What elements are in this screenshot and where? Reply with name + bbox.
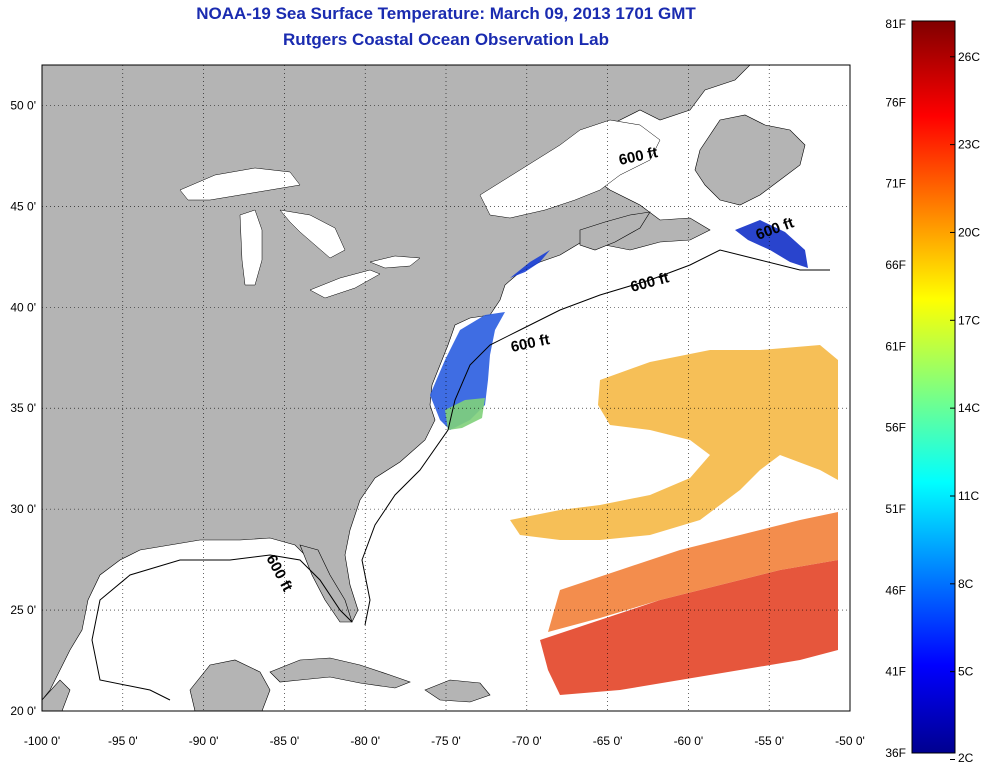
lon-axis: -100 0' -95 0' -90 0' -85 0' -80 0' -75 0' -70… xyxy=(24,734,865,748)
lon-tick-label: -100 0' xyxy=(24,734,60,748)
colorbar-f-label: 51F xyxy=(885,502,906,516)
colorbar-f-label: 41F xyxy=(885,665,906,679)
colorbar-c-label: 23C xyxy=(958,138,980,152)
lon-tick-label: -65 0' xyxy=(593,734,623,748)
colorbar-f-label: 46F xyxy=(885,583,906,597)
great-lake-erie xyxy=(309,269,381,299)
map-frame xyxy=(41,64,851,712)
lon-tick-label: -55 0' xyxy=(754,734,784,748)
lon-tick-label: -85 0' xyxy=(270,734,300,748)
land-cuba xyxy=(269,657,411,689)
lon-tick-label: -80 0' xyxy=(350,734,380,748)
lat-tick-label: 30 0' xyxy=(10,502,36,516)
great-lake-ontario xyxy=(369,255,421,269)
lat-tick-label: 20 0' xyxy=(10,704,36,718)
colorbar-f-label: 61F xyxy=(885,339,906,353)
colorbar-f-label: 36F xyxy=(885,746,906,760)
sst-gulf-of-maine xyxy=(510,250,550,278)
sst-orange-band xyxy=(548,512,838,632)
gulf-st-lawrence xyxy=(479,119,661,219)
lon-tick-label: -50 0' xyxy=(835,734,865,748)
land-mexico xyxy=(42,679,71,711)
colorbar-c-label: 26C xyxy=(958,50,980,64)
colorbar-c-label: 5C xyxy=(958,665,974,679)
lon-tick-label: -90 0' xyxy=(189,734,219,748)
lon-tick-label: -60 0' xyxy=(674,734,704,748)
land-newfoundland xyxy=(694,114,806,206)
colorbar-f-label: 81F xyxy=(885,17,906,31)
isobath-600ft xyxy=(91,249,830,701)
lat-tick-label: 35 0' xyxy=(10,401,36,415)
land-hispaniola xyxy=(424,679,491,703)
sst-swaths xyxy=(430,220,838,695)
lon-tick-label: -95 0' xyxy=(108,734,138,748)
colorbar-c-label: 11C xyxy=(958,489,979,503)
colorbar-c-label: 2C xyxy=(958,751,974,765)
great-lake-huron xyxy=(279,209,346,259)
colorbar-f-label: 56F xyxy=(885,421,906,435)
great-lake-michigan xyxy=(239,209,263,286)
lat-tick-label: 50 0' xyxy=(10,98,36,112)
colorbar-c-label: 20C xyxy=(958,225,980,239)
colorbar-celsius-labels: 26C 23C 20C 17C 14C 11C 8C 5C 2C xyxy=(950,50,980,765)
sst-warm-red xyxy=(540,560,838,695)
great-lake-superior xyxy=(179,167,301,201)
colorbar-f-label: 71F xyxy=(885,177,906,191)
sst-newfoundland xyxy=(735,220,808,268)
colorbar xyxy=(911,20,956,754)
lat-tick-label: 45 0' xyxy=(10,199,36,213)
land-nova-scotia xyxy=(579,211,651,251)
map-title: NOAA-19 Sea Surface Temperature: March 0… xyxy=(196,4,696,23)
lat-tick-label: 25 0' xyxy=(10,603,36,617)
colorbar-c-label: 8C xyxy=(958,577,974,591)
sst-cape-hatteras xyxy=(445,398,485,430)
colorbar-c-label: 14C xyxy=(958,401,980,415)
land-yucatan xyxy=(189,659,271,711)
colorbar-f-label: 76F xyxy=(885,95,906,109)
lat-tick-label: 40 0' xyxy=(10,300,36,314)
colorbar-fahrenheit-labels: 81F 76F 71F 66F 61F 56F 51F 46F 41F 36F xyxy=(885,17,906,760)
lon-tick-label: -75 0' xyxy=(431,734,461,748)
lon-tick-label: -70 0' xyxy=(512,734,542,748)
colorbar-c-label: 17C xyxy=(958,313,980,327)
map-subtitle: Rutgers Coastal Ocean Observation Lab xyxy=(283,30,609,49)
sst-eddy-orange xyxy=(510,345,838,540)
lat-axis: 20 0' 25 0' 30 0' 35 0' 40 0' 45 0' 50 0' xyxy=(10,98,36,718)
colorbar-f-label: 66F xyxy=(885,258,906,272)
